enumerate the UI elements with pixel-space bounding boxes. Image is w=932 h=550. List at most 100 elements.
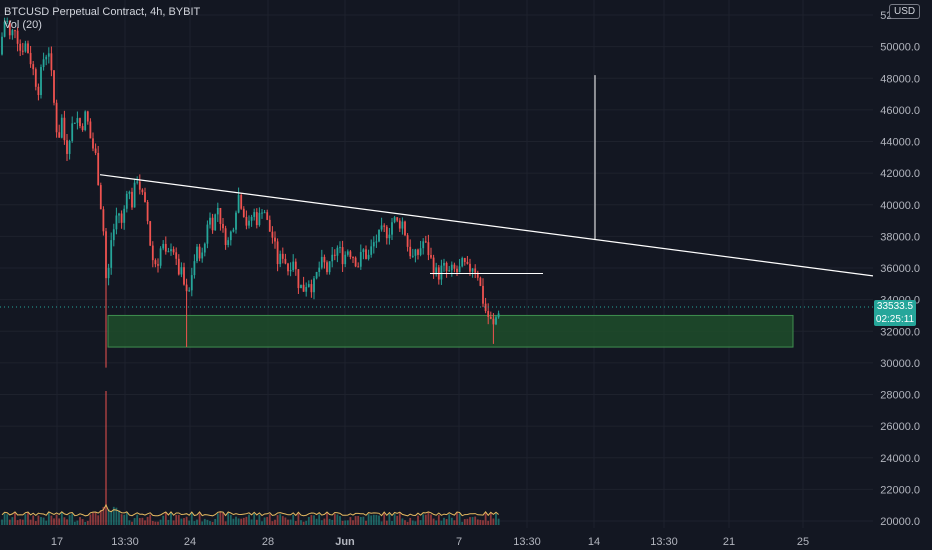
volume-bar [112, 506, 115, 525]
volume-bar [274, 519, 276, 525]
candle-body [443, 262, 445, 266]
candle-body [461, 258, 464, 267]
candle-body [55, 102, 58, 133]
price-tick-label: 32000.0 [880, 326, 920, 338]
volume-bar [73, 521, 76, 525]
volume-bar [294, 521, 297, 525]
volume-bar [185, 516, 188, 525]
price-tick-label: 22000.0 [880, 484, 920, 496]
volume-bar [63, 517, 66, 525]
candle-body [94, 148, 97, 153]
candle-body [68, 140, 71, 154]
symbol-title[interactable]: BTCUSD Perpetual Contract, 4h, BYBIT [4, 6, 201, 18]
volume-bar [315, 518, 318, 525]
descending-trendline[interactable] [99, 174, 874, 277]
candle-body [58, 132, 61, 138]
volume-bar [76, 520, 79, 525]
volume-bar [401, 518, 404, 525]
volume-bar [66, 519, 68, 525]
volume-bar [159, 519, 162, 525]
candle-body [164, 243, 167, 252]
candle-body [162, 243, 165, 249]
candle-body [375, 241, 378, 243]
volume-bar [11, 517, 14, 525]
candle-body [66, 140, 68, 154]
time-tick-label: 13:30 [650, 536, 678, 548]
candle-body [206, 224, 209, 244]
candle-body [198, 246, 201, 259]
candle-body [313, 278, 315, 293]
candle-body [471, 268, 474, 272]
candle-body [34, 69, 37, 87]
volume-bar [305, 520, 308, 525]
candle-body [359, 252, 362, 267]
candle-body [398, 220, 401, 229]
candle-body [196, 246, 198, 262]
volume-bar [255, 519, 258, 525]
candle-body [157, 264, 159, 266]
candle-body [60, 117, 63, 138]
volume-bar [456, 512, 458, 525]
candle-body [237, 194, 240, 213]
candle-body [115, 215, 118, 230]
candle-body [183, 267, 185, 285]
volume-bar [177, 514, 180, 525]
volume-bar [419, 520, 422, 525]
candle-body [404, 221, 406, 236]
volume-bar [289, 519, 292, 525]
volume-bar [242, 517, 245, 525]
volume-bar [58, 518, 61, 525]
volume-bar [133, 518, 136, 525]
candle-body [235, 212, 237, 230]
time-tick-label: Jun [335, 536, 355, 548]
volume-bar [6, 514, 9, 525]
candle-body [300, 284, 302, 289]
candle-body [37, 86, 40, 96]
currency-button[interactable]: USD [889, 4, 921, 19]
volume-bar [448, 514, 451, 525]
volume-indicator-label[interactable]: Vol (20) [4, 19, 42, 31]
volume-bar [365, 520, 367, 525]
volume-bar [268, 514, 271, 525]
candle-body [188, 290, 191, 292]
candle-body [292, 261, 295, 271]
candle-body [180, 267, 183, 275]
volume-bar [385, 520, 388, 525]
volume-bar [357, 515, 360, 525]
candle-body [479, 277, 482, 286]
price-axis[interactable]: 20000.0 22000.0 24000.0 26000.0 28000.0 30000… [880, 10, 920, 528]
candle-body [29, 52, 32, 65]
candle-body [214, 214, 217, 231]
candle-body [170, 249, 172, 252]
time-tick-label: 13:30 [513, 536, 541, 548]
volume-bar [307, 517, 310, 525]
volume-bar [339, 516, 341, 525]
candle-body [357, 266, 360, 268]
candle-body [261, 212, 263, 214]
candle-body [414, 249, 417, 256]
candle-body [320, 256, 323, 268]
candle-body [3, 21, 6, 37]
price-tick-label: 48000.0 [880, 73, 920, 85]
time-axis[interactable]: 17 13:30 24 28 Jun 7 13:30 14 13:30 21 25 [51, 536, 809, 548]
volume-bar [380, 521, 383, 525]
volume-bar [396, 515, 399, 525]
candle-body [97, 152, 100, 186]
volume-bar [219, 512, 222, 525]
candle-body [79, 118, 81, 127]
volume-bar [110, 511, 113, 525]
volume-bar [45, 520, 48, 525]
volume-bar [190, 512, 193, 525]
volume-bar [209, 521, 211, 525]
candle-body [219, 207, 222, 224]
price-tick-label: 50000.0 [880, 42, 920, 54]
volume-bar [240, 518, 243, 525]
price-tick-label: 28000.0 [880, 390, 920, 402]
volume-bar [492, 518, 495, 525]
volume-bar [469, 517, 471, 525]
candle-body [84, 111, 87, 130]
volume-bar [224, 521, 227, 525]
candle-body [476, 272, 479, 278]
volume-bar [149, 514, 152, 525]
